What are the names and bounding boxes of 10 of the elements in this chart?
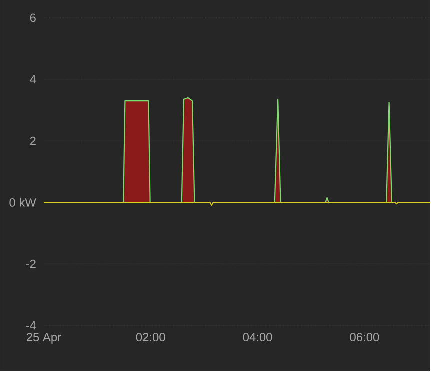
x-tick-label: 25 Apr xyxy=(26,333,62,344)
x-tick-label: 04:00 xyxy=(243,333,272,342)
y-tick-label: 2 xyxy=(30,137,36,146)
x-tick-label: 06:00 xyxy=(350,333,380,342)
y-tick-label: 4 xyxy=(30,76,36,84)
y-tick-label: -2 xyxy=(26,260,36,268)
y-tick-label: -4 xyxy=(26,322,36,330)
y-tick-label: 6 xyxy=(30,14,36,22)
y-tick-label: 0 kW xyxy=(10,198,36,208)
x-tick-label: 02:00 xyxy=(136,333,166,342)
